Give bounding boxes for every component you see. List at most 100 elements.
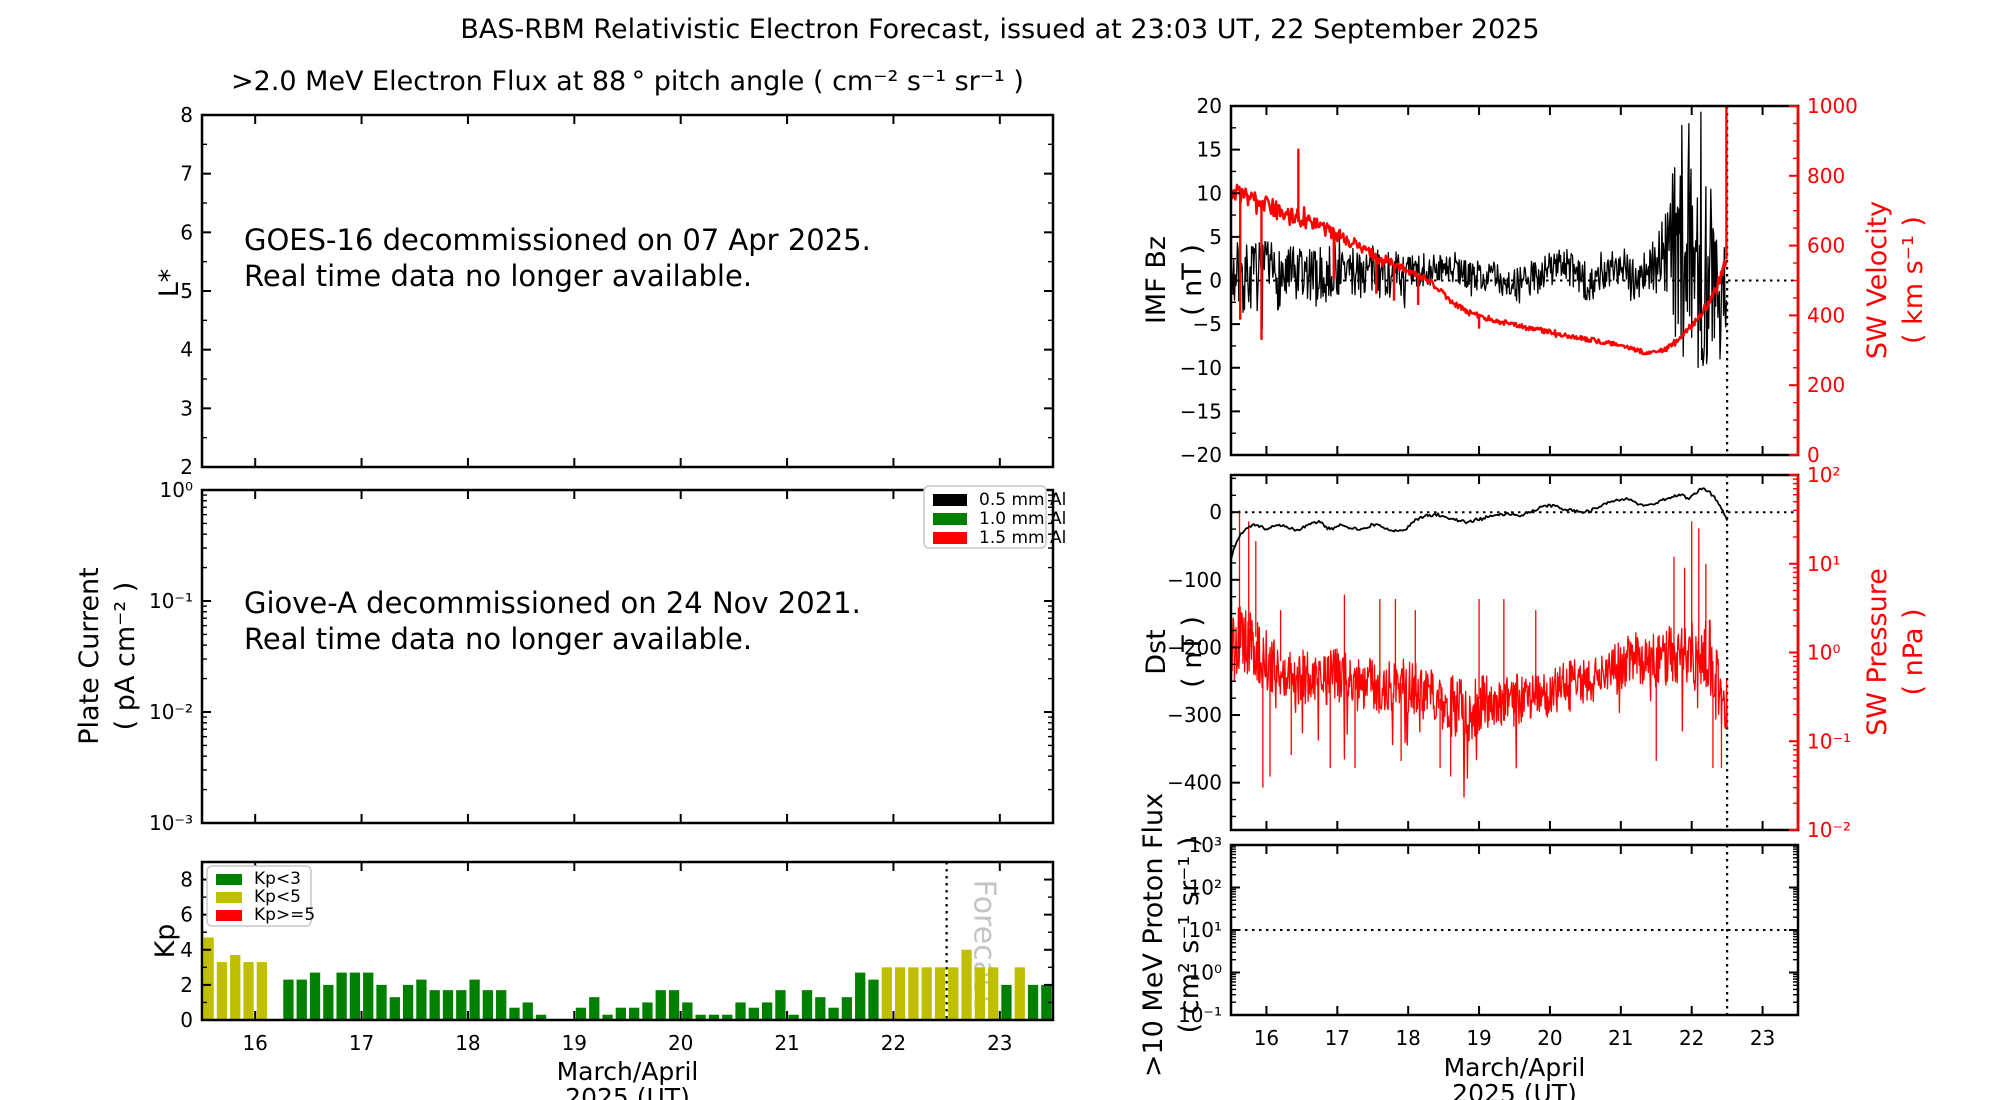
legend-swatch [933, 532, 967, 544]
y-tick-label: 10¹ [1189, 918, 1222, 942]
kp-bar [203, 937, 214, 1019]
y-tick-label: 10⁻¹ [149, 589, 193, 613]
axis-label-line: IMF Bz [1141, 235, 1172, 325]
axis-label-line: Plate Current [74, 567, 105, 745]
kp-bar [323, 984, 334, 1019]
kp-bar [961, 949, 972, 1019]
kp-bar [509, 1007, 520, 1019]
x-tick-label: 19 [1466, 1026, 1491, 1050]
y-tick-label: 8 [180, 103, 193, 127]
electron-flux-notice: GOES-16 decommissioned on 07 Apr 2025. R… [244, 222, 871, 294]
kp-bar [429, 990, 440, 1019]
x-tick-label: 16 [242, 1031, 267, 1055]
legend-swatch [216, 874, 242, 885]
y-tick-label: 6 [180, 903, 193, 927]
x-tick-label: 22 [881, 1031, 906, 1055]
kp-bar [761, 1002, 773, 1019]
electron-flux-title: >2.0 MeV Electron Flux at 88 ° pitch ang… [231, 66, 1024, 97]
kp-bar [921, 967, 932, 1019]
kp-bar [748, 1007, 759, 1019]
kp-bar [1027, 984, 1039, 1019]
x-tick-label: 17 [1325, 1026, 1350, 1050]
y-tick-label: 0 [1209, 269, 1222, 293]
sw-pressure-axis-label: SW Pressure ( nPa ) [1860, 568, 1932, 736]
kp-bar [309, 972, 321, 1019]
kp-bar [402, 984, 414, 1019]
notice-line: Real time data no longer available. [244, 259, 753, 293]
kp-bar [828, 1007, 839, 1019]
axis-label-line: ( cm² s⁻¹ sr⁻¹ ) [1174, 836, 1205, 1034]
kp-bar [815, 997, 826, 1019]
notice-line: GOES-16 decommissioned on 07 Apr 2025. [244, 223, 871, 257]
series-sw-velocity [1232, 183, 1728, 356]
y-tick-label: 10⁰ [160, 478, 193, 502]
kp-bar [894, 967, 906, 1019]
kp-bar [283, 979, 294, 1019]
kp-bar [629, 1007, 640, 1019]
kp-bar [682, 1002, 693, 1019]
kp-bar [1041, 984, 1052, 1019]
series-imf-bz [1232, 111, 1728, 369]
main-title: BAS-RBM Relativistic Electron Forecast, … [460, 14, 1540, 45]
kp-bar [988, 967, 999, 1019]
right-y-tick-label: 10⁻² [1807, 818, 1851, 842]
xaxis-label-line: 2025 (UT) [565, 1083, 690, 1100]
right-y-tick-label: 10⁻¹ [1807, 729, 1851, 753]
kp-bar [708, 1014, 720, 1019]
kp-bar [363, 972, 374, 1019]
x-tick-label: 19 [562, 1031, 587, 1055]
kp-bar [482, 990, 494, 1019]
axis-label-line: ( pA cm⁻² ) [110, 581, 141, 731]
x-tick-label: 16 [1254, 1026, 1279, 1050]
y-tick-label: 0 [180, 1008, 193, 1032]
axis-label-line: Dst [1141, 629, 1172, 675]
x-tick-label: 21 [1608, 1026, 1633, 1050]
kp-bar [642, 1002, 653, 1019]
x-tick-label: 23 [987, 1031, 1012, 1055]
y-tick-label: −10 [1180, 356, 1222, 380]
kp-bar [416, 979, 427, 1019]
kp-bar [496, 990, 507, 1019]
kp-bar [1014, 967, 1025, 1019]
kp-bar [615, 1007, 626, 1019]
kp-bar [336, 972, 347, 1019]
x-tick-label: 20 [1537, 1026, 1562, 1050]
panel-electron-flux: 8 7 6 5 4 3 2 [180, 103, 1055, 479]
kp-bar [1055, 967, 1065, 1020]
right-y-tick-label: 600 [1807, 234, 1845, 258]
y-tick-label: −5 [1193, 312, 1222, 336]
x-tick-label: 21 [774, 1031, 799, 1055]
kp-bar [695, 1014, 706, 1019]
proton-flux-axis-label: >10 MeV Proton Flux ( cm² s⁻¹ sr⁻¹ ) [1136, 793, 1208, 1077]
kp-bar [589, 997, 600, 1019]
kp-axis-label: Kp [150, 923, 181, 959]
notice-line: Real time data no longer available. [244, 622, 753, 656]
x-tick-label: 18 [455, 1031, 480, 1055]
kp-bar [469, 979, 480, 1019]
kp-bar [456, 990, 467, 1019]
kp-bar [655, 990, 666, 1019]
y-tick-label: 5 [1209, 225, 1222, 249]
right-y-tick-label: 10² [1807, 463, 1840, 487]
y-tick-label: 3 [180, 396, 193, 420]
y-tick-label: −300 [1167, 703, 1222, 727]
plate-current-axis-label: Plate Current ( pA cm⁻² ) [72, 567, 144, 745]
right-y-tick-label: 400 [1807, 303, 1845, 327]
lstar-axis-label: L* [154, 268, 185, 298]
legend-swatch [216, 892, 242, 903]
legend-label: 0.5 mm Al [979, 490, 1066, 510]
y-tick-label: 10³ [1189, 833, 1222, 857]
axis-label-line: >10 MeV Proton Flux [1138, 792, 1169, 1078]
kp-bar [868, 979, 879, 1019]
kp-bar [296, 979, 307, 1019]
legend-label: Kp<3 [254, 869, 301, 889]
y-tick-label: 20 [1197, 94, 1222, 118]
plate-current-notice: Giove-A decommissioned on 24 Nov 2021. R… [244, 585, 861, 657]
legend-swatch [933, 494, 967, 506]
legend-swatch [216, 910, 242, 921]
axis-label-line: ( nT ) [1177, 244, 1208, 316]
kp-bar [855, 972, 866, 1019]
